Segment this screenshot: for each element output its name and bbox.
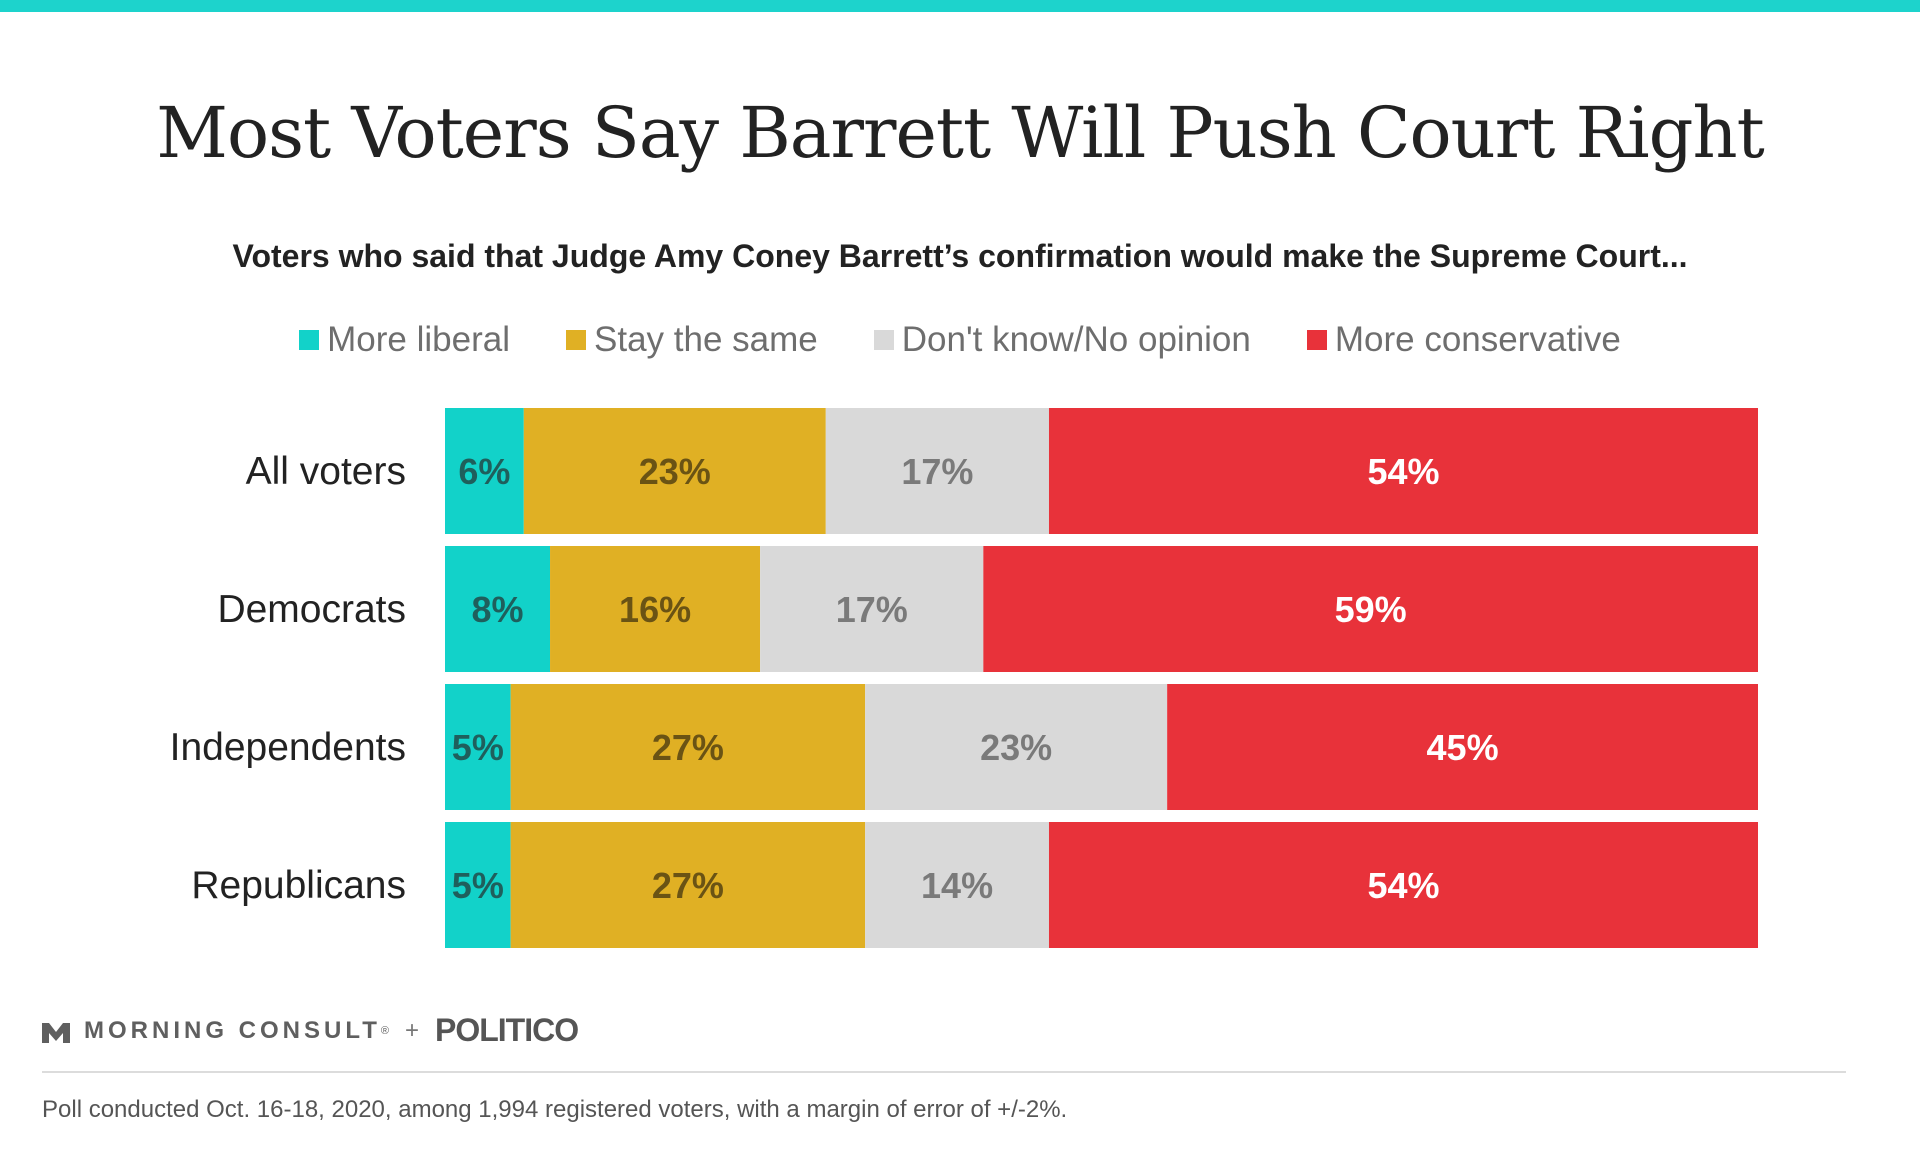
data-label: 59% (1335, 589, 1407, 630)
legend-item-0: More liberal (299, 320, 510, 360)
data-label: 54% (1367, 865, 1439, 906)
morning-consult-m-icon (42, 1022, 70, 1043)
bar-segment (523, 408, 826, 534)
bar-segment (445, 822, 511, 948)
bar-segment (1048, 408, 1758, 534)
bar-segment (865, 684, 1168, 810)
legend-swatch (299, 330, 320, 350)
data-label: 17% (901, 451, 973, 492)
data-label: 14% (921, 865, 993, 906)
bar-segment (445, 546, 551, 672)
category-label: Independents (170, 726, 406, 769)
legend-label: Don't know/No opinion (901, 320, 1251, 359)
data-label: 8% (472, 589, 524, 630)
legend-swatch (566, 330, 587, 350)
category-label: All voters (246, 450, 406, 493)
data-label: 6% (458, 451, 510, 492)
stacked-bar-chart: All voters 6% 23% 17% 54% Democrats 8% 16% 17% 59… (170, 408, 1758, 948)
footer-divider (42, 1071, 1846, 1073)
legend-item-1: Stay the same (566, 320, 818, 360)
footnote: Poll conducted Oct. 16-18, 2020, among 1… (42, 1096, 1068, 1123)
category-label: Democrats (217, 588, 406, 631)
legend-item-3: More conservative (1306, 320, 1621, 360)
trademark-mark: ® (380, 1024, 389, 1037)
bar-segment (550, 546, 761, 672)
legend-label: More conservative (1334, 320, 1621, 359)
top-accent-bar (0, 0, 1920, 12)
data-label: 17% (836, 589, 908, 630)
data-label: 5% (452, 865, 504, 906)
bar-segment (983, 546, 1758, 672)
brand-plus: + (404, 1016, 419, 1044)
data-label: 23% (980, 727, 1052, 768)
chart-subtitle: Voters who said that Judge Amy Coney Bar… (232, 238, 1688, 274)
data-label: 27% (652, 865, 724, 906)
bar-segment (825, 408, 1049, 534)
data-label: 5% (452, 727, 504, 768)
legend-swatch (1306, 330, 1327, 350)
category-label: Republicans (191, 864, 406, 907)
bar-segment (510, 822, 866, 948)
chart-title: Most Voters Say Barrett Will Push Court … (156, 92, 1764, 174)
bar-segment (445, 684, 511, 810)
politico-logo: POLITICO (435, 1012, 579, 1048)
bar-segment (1048, 822, 1758, 948)
bar-segment (1167, 684, 1758, 810)
data-label: 23% (639, 451, 711, 492)
data-label: 27% (652, 727, 724, 768)
chart-legend: More liberal Stay the same Don't know/No o… (0, 320, 1920, 360)
morning-consult-logo: MORNING CONSULT (84, 1016, 381, 1044)
bar-segment (510, 684, 866, 810)
data-label: 54% (1367, 451, 1439, 492)
legend-label: Stay the same (594, 320, 818, 359)
legend-swatch (873, 330, 894, 350)
bar-segment (760, 546, 984, 672)
legend-item-2: Don't know/No opinion (873, 320, 1251, 360)
bar-segment (865, 822, 1049, 948)
data-label: 45% (1427, 727, 1499, 768)
data-label: 16% (619, 589, 691, 630)
legend-label: More liberal (327, 320, 511, 359)
branding: MORNING CONSULT ® + POLITICO (42, 1012, 579, 1049)
bar-segment (445, 408, 524, 534)
